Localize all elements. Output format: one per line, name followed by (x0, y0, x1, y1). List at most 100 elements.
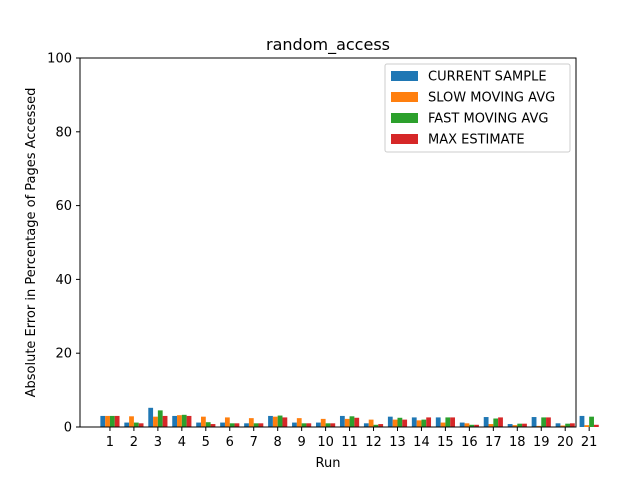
bar (330, 423, 336, 427)
bar (469, 424, 475, 427)
y-tick-label: 100 (47, 52, 72, 67)
legend-label: FAST MOVING AVG (428, 112, 548, 127)
bar (464, 423, 470, 427)
legend-label: MAX ESTIMATE (428, 133, 525, 148)
bar (162, 415, 168, 427)
x-tick-label: 15 (437, 435, 454, 450)
bar (570, 423, 575, 427)
bar (512, 425, 518, 427)
bar (114, 415, 120, 427)
x-tick-label: 8 (274, 435, 282, 450)
y-tick-label: 40 (55, 273, 72, 288)
bar (148, 407, 154, 427)
bar (493, 418, 499, 427)
x-tick-label: 21 (581, 435, 598, 450)
x-tick-label: 12 (365, 435, 382, 450)
bar (378, 424, 384, 427)
bar (339, 415, 345, 427)
x-tick-label: 3 (154, 435, 162, 450)
bar (220, 422, 225, 427)
bar (349, 416, 355, 427)
plot-frame (79, 57, 577, 428)
bar (536, 425, 542, 427)
bar (138, 423, 144, 427)
y-axis-label: Absolute Error in Percentage of Pages Ac… (24, 88, 39, 398)
x-tick-label: 1 (106, 435, 114, 450)
x-tick-label: 14 (413, 435, 430, 450)
bar (277, 415, 283, 427)
bar (248, 418, 254, 427)
bar (421, 419, 427, 427)
legend-box (384, 63, 571, 153)
bar (426, 417, 432, 427)
x-tick-label: 18 (509, 435, 526, 450)
legend-swatch (391, 113, 418, 123)
bar (157, 410, 163, 427)
x-tick-label: 13 (389, 435, 406, 450)
bar (196, 422, 201, 427)
bar (459, 422, 465, 427)
bar (363, 423, 369, 427)
bar (541, 417, 547, 427)
x-axis-label: Run (316, 456, 341, 471)
bar (181, 414, 187, 427)
bar (435, 417, 441, 427)
bar (172, 415, 178, 427)
x-tick-label: 6 (226, 435, 234, 450)
bar (531, 417, 537, 427)
legend-label: CURRENT SAMPLE (428, 70, 547, 85)
x-tick-label: 5 (202, 435, 210, 450)
bar (268, 415, 273, 427)
bar (201, 416, 206, 427)
x-tick-label: 2 (130, 435, 138, 450)
y-tick-label: 60 (55, 199, 72, 214)
legend: CURRENT SAMPLE SLOW MOVING AVG FAST MOVING… (384, 63, 571, 153)
x-tick-label: 9 (298, 435, 306, 450)
bar (368, 419, 374, 427)
bar (589, 416, 594, 427)
bar (272, 416, 278, 427)
bar (133, 422, 139, 427)
x-tick-label: 11 (341, 435, 358, 450)
bar (450, 417, 455, 427)
bar (565, 423, 571, 427)
bar (387, 416, 393, 427)
bar (320, 418, 326, 427)
bar (344, 418, 350, 427)
bar (301, 423, 307, 427)
x-axis: 1 2 3 4 5 6 7 8 9 10 11 12 13 14 15 16 17 18 19 20 21 (106, 427, 598, 450)
bar (205, 422, 211, 427)
x-tick-label: 20 (557, 435, 574, 450)
y-tick-label: 80 (55, 125, 72, 140)
bar (129, 416, 134, 427)
bar (124, 422, 130, 427)
bar (546, 417, 551, 427)
bar (100, 415, 106, 427)
bar (224, 417, 230, 427)
bar (392, 419, 398, 427)
bar (560, 425, 566, 427)
bar (282, 417, 288, 427)
x-tick-label: 16 (461, 435, 478, 450)
bar (402, 419, 408, 427)
bar (445, 417, 451, 427)
bar (498, 417, 503, 427)
bar (440, 422, 446, 427)
bar (483, 417, 489, 427)
x-tick-label: 7 (250, 435, 258, 450)
bar (397, 417, 403, 427)
y-axis: 0 20 40 60 80 100 (47, 52, 80, 436)
y-tick-label: 20 (55, 347, 72, 362)
bar (411, 417, 417, 427)
bar (555, 423, 561, 427)
bar (296, 418, 302, 427)
bar (109, 415, 115, 427)
bar (416, 420, 422, 427)
legend-swatch (391, 134, 418, 144)
bar (253, 423, 259, 427)
bar (316, 422, 321, 427)
bar (354, 417, 360, 427)
bar (488, 424, 494, 427)
bar (474, 424, 479, 427)
